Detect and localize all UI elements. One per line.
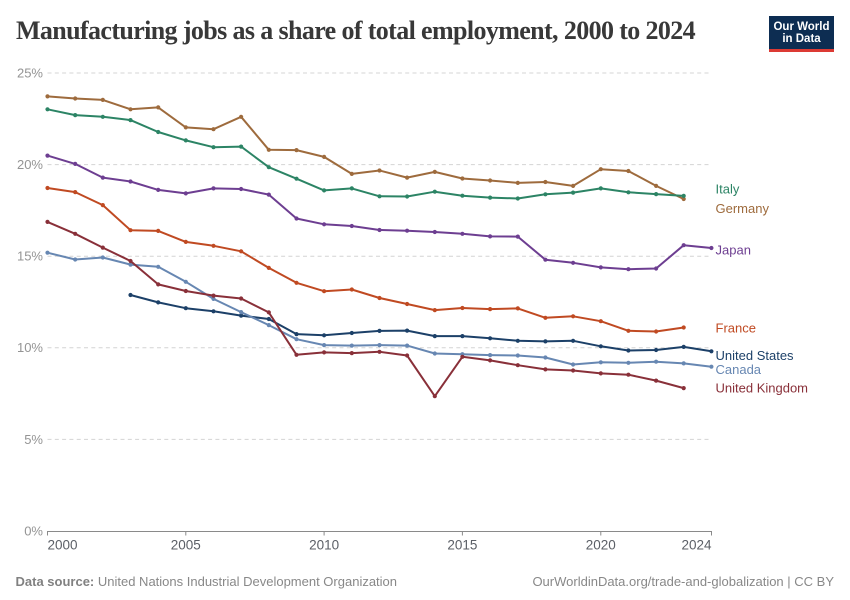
svg-text:5%: 5% (24, 432, 43, 447)
svg-text:2020: 2020 (586, 538, 616, 553)
svg-text:25%: 25% (17, 65, 43, 80)
svg-text:Canada: Canada (716, 362, 762, 377)
svg-text:10%: 10% (17, 340, 43, 355)
svg-text:Italy: Italy (716, 182, 740, 197)
svg-text:Germany: Germany (716, 201, 770, 216)
svg-text:2015: 2015 (447, 538, 477, 553)
svg-text:20%: 20% (17, 157, 43, 172)
svg-text:2010: 2010 (309, 538, 339, 553)
svg-text:0%: 0% (24, 523, 43, 538)
svg-text:2024: 2024 (681, 538, 712, 553)
svg-text:Japan: Japan (716, 243, 751, 258)
svg-text:2005: 2005 (171, 538, 201, 553)
svg-text:United Kingdom: United Kingdom (716, 380, 809, 395)
svg-text:2000: 2000 (48, 538, 78, 553)
svg-text:United States: United States (716, 348, 795, 363)
svg-text:15%: 15% (17, 249, 43, 264)
svg-text:France: France (716, 321, 756, 336)
